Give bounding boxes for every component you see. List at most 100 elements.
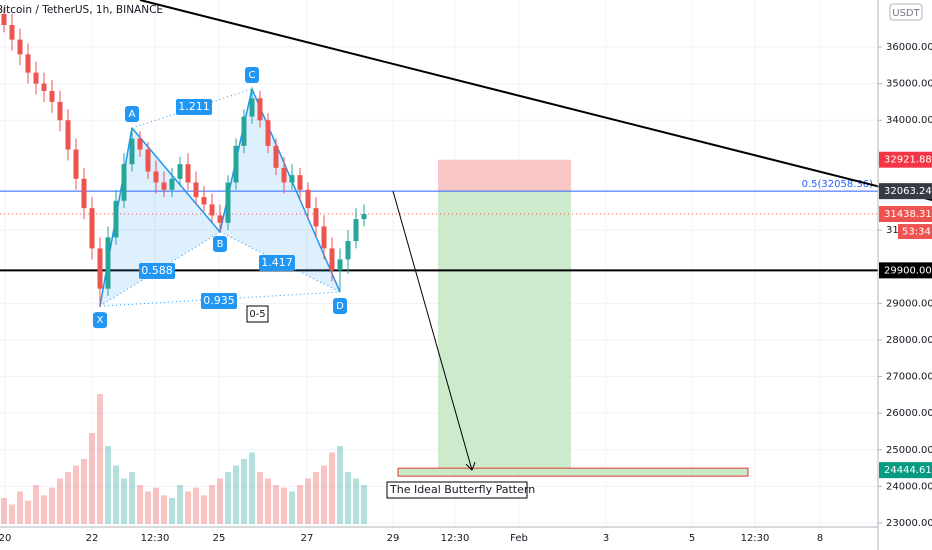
point-label: C (249, 70, 256, 81)
volume-bar (153, 487, 159, 524)
point-label: D (336, 301, 344, 312)
candle-body (25, 54, 31, 73)
volume-bar (329, 452, 335, 524)
volume-bar (241, 459, 247, 524)
candle-body (89, 208, 95, 249)
ratio-label: 0.588 (141, 264, 173, 277)
candle-body (169, 178, 175, 190)
candle-body (361, 214, 367, 220)
x-tick-label: 5 (689, 533, 695, 544)
candle-body (241, 116, 247, 146)
volume-bar (209, 485, 215, 524)
volume-bar (145, 491, 151, 524)
ratio-badge (176, 99, 212, 115)
candle-body (337, 259, 343, 271)
volume-bar (201, 495, 207, 524)
volume-bar (121, 478, 127, 524)
y-tick-label: 27000.00 (886, 372, 932, 383)
point-label: X (97, 315, 104, 326)
support-price: 29900.00 (884, 265, 932, 276)
candle-body (225, 182, 231, 223)
point-badge (125, 105, 139, 122)
candle-body (65, 120, 71, 150)
y-tick-label: 28000.00 (886, 335, 932, 346)
volume-bar (257, 472, 263, 524)
point-label: B (217, 239, 224, 250)
currency-badge (889, 3, 923, 21)
candle-body (161, 182, 167, 190)
point-label: A (129, 109, 136, 120)
candle-body (97, 248, 103, 289)
candle-body (257, 98, 263, 121)
volume-bar (281, 487, 287, 524)
volume-bar (97, 394, 103, 524)
candle-body (305, 189, 311, 209)
volume-bar (289, 491, 295, 524)
candle-body (201, 197, 207, 205)
ratio-badge (139, 263, 175, 279)
last-price: 31438.31 (884, 209, 932, 220)
volume-bar (345, 472, 351, 524)
volume-bar (17, 491, 23, 524)
volume-bar (193, 487, 199, 524)
entry-price: 32063.24 (884, 186, 932, 197)
entry-price-bg (879, 183, 932, 200)
volume-bar (297, 485, 303, 524)
volume-bar (25, 500, 31, 524)
x-tick-label: 3 (603, 533, 609, 544)
volume-bar (129, 472, 135, 524)
candle-body (105, 237, 111, 289)
target-zone (438, 191, 571, 471)
x-tick-label: 20 (0, 533, 11, 544)
ratio-badge (201, 293, 237, 309)
point-badge (333, 297, 347, 314)
projection-arrow (392, 191, 473, 471)
x-tick-label: Feb (510, 533, 528, 544)
volume-bar (65, 472, 71, 524)
plot: 0.5(32058.36) The Ideal Butterfly Pattern… (0, 0, 932, 524)
candle-body (129, 138, 135, 165)
candle-body (217, 215, 223, 223)
ratio-label: 1.211 (178, 100, 210, 113)
countdown-bg (898, 224, 932, 240)
stop-zone (438, 159, 571, 192)
x-tick-label: 12:30 (741, 533, 770, 544)
volume-bar (9, 504, 15, 524)
x-tick-label: 12:30 (141, 533, 170, 544)
volume-bar (73, 465, 79, 524)
y-tick-label: 35000.00 (886, 79, 932, 90)
candle-body (145, 149, 151, 172)
ratio-badge (259, 255, 295, 271)
volume-bar (1, 498, 7, 524)
candle-body (41, 83, 47, 91)
candle-body (185, 164, 191, 183)
candle-body (81, 178, 87, 209)
candle-body (177, 164, 183, 179)
candle-body (313, 208, 319, 227)
volume-bar (33, 485, 39, 524)
volume-bar (105, 446, 111, 524)
candle-body (121, 164, 127, 201)
x-tick-label: 25 (213, 533, 226, 544)
trendline (139, 0, 932, 201)
annotation-box (386, 481, 528, 499)
candle-body (57, 101, 63, 121)
axis: 36000.0035000.0034000.0031000.0029000.00… (0, 42, 932, 544)
volume-bar (177, 485, 183, 524)
countdown: 53:34 (902, 227, 931, 238)
ratio-label: 1.417 (261, 256, 293, 269)
arrow-head (465, 461, 476, 471)
volume-bar (57, 478, 63, 524)
volume-bar (313, 472, 319, 524)
y-tick-label: 25000.00 (886, 445, 932, 456)
candle-body (345, 241, 351, 260)
candle-body (281, 167, 287, 183)
pattern-leg (131, 127, 221, 233)
volume-bar (217, 478, 223, 524)
y-tick-label: 24000.00 (886, 481, 932, 492)
candle-body (353, 219, 359, 242)
point-badge (245, 66, 259, 83)
y-tick-label: 36000.00 (886, 42, 932, 53)
candle-body (265, 120, 271, 146)
